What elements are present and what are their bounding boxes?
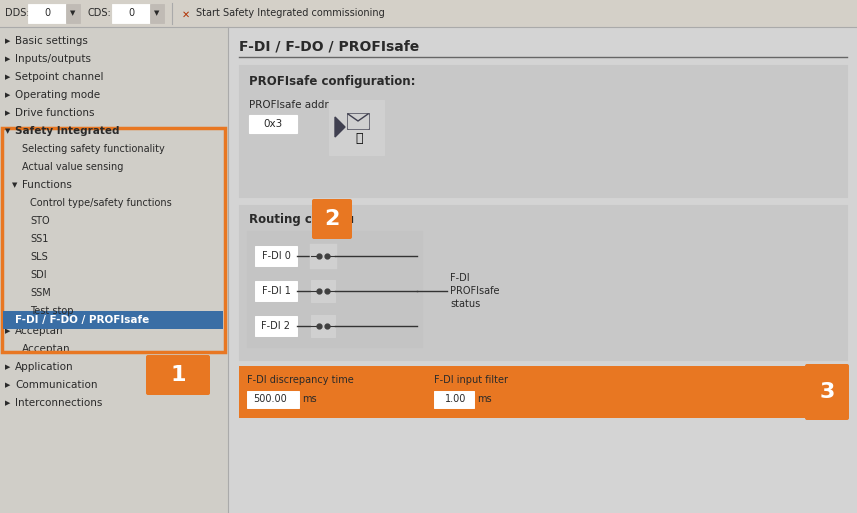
Text: Basic settings: Basic settings [15,36,88,46]
Bar [247,231,422,347]
Text: Routing configu: Routing configu [249,213,354,227]
Text: Setpoint channel: Setpoint channel [15,72,104,82]
Text: ms: ms [302,394,316,404]
Bar [66,4,80,23]
Text: 0x3: 0x3 [263,119,283,129]
Bar [239,366,807,418]
Text: Inputs/outputs: Inputs/outputs [15,54,91,64]
Text: Drive functions: Drive functions [15,108,94,118]
Text: ms: ms [477,394,492,404]
Text: SS1: SS1 [30,234,48,244]
Text: Interconnections: Interconnections [15,398,102,408]
Bar [249,115,297,133]
Text: 3: 3 [819,382,835,402]
Text: F-DI input filter: F-DI input filter [434,375,508,385]
Bar [247,391,299,408]
Text: ✕: ✕ [182,10,190,19]
Text: F-DI 1: F-DI 1 [261,286,291,296]
Bar [255,246,297,266]
Text: ▶: ▶ [5,110,10,116]
Bar [311,315,335,337]
Text: CDS:: CDS: [88,9,111,18]
Text: STO: STO [30,216,50,226]
Bar [0,0,857,27]
Text: Control type/safety functions: Control type/safety functions [30,198,171,208]
Text: DDS:: DDS: [5,9,30,18]
Text: ▼: ▼ [5,128,10,134]
Text: F-DI / F-DO / PROFIsafe: F-DI / F-DO / PROFIsafe [239,40,419,54]
Text: Start Safety Integrated commissioning: Start Safety Integrated commissioning [196,9,385,18]
Text: F-DI discrepancy time: F-DI discrepancy time [247,375,354,385]
Text: 1.00: 1.00 [445,394,466,404]
Text: ▶: ▶ [5,364,10,370]
Text: ▶: ▶ [5,74,10,80]
Polygon shape [335,117,345,137]
Text: ▶: ▶ [5,382,10,388]
Text: ▼: ▼ [70,10,75,16]
Text: Communication: Communication [15,380,98,390]
Text: F-DI 2: F-DI 2 [261,321,291,331]
Text: 500.00: 500.00 [254,394,287,404]
FancyBboxPatch shape [146,355,210,395]
Bar [239,205,847,360]
Text: Operating mode: Operating mode [15,90,100,100]
Text: SSM: SSM [30,288,51,298]
Bar [347,113,369,129]
Text: ▼: ▼ [154,10,159,16]
Bar [434,391,474,408]
Bar [311,245,335,267]
Text: 0: 0 [44,9,50,18]
Bar [255,316,297,336]
Text: 2: 2 [324,209,339,229]
Text: 1: 1 [171,365,186,385]
Bar [0,27,228,513]
Bar [112,4,150,23]
Text: ▶: ▶ [5,56,10,62]
Text: Safety Integrated: Safety Integrated [15,126,119,136]
Text: ▼: ▼ [12,182,17,188]
FancyBboxPatch shape [312,199,352,239]
Bar [255,281,297,301]
Text: PROFIsafe configuration:: PROFIsafe configuration: [249,74,416,88]
Text: 🔧: 🔧 [356,131,363,145]
Text: ▶: ▶ [5,38,10,44]
Bar [2,128,225,352]
Bar [28,4,66,23]
Text: F-DI / F-DO / PROFIsafe: F-DI / F-DO / PROFIsafe [15,315,149,325]
Text: ▶: ▶ [5,92,10,98]
Text: 0: 0 [128,9,134,18]
Text: Application: Application [15,362,74,372]
Text: F-DI 0: F-DI 0 [261,251,291,261]
Text: F-DI
PROFIsafe
status: F-DI PROFIsafe status [450,273,500,309]
Text: SDI: SDI [30,270,46,280]
Bar [3,311,223,329]
Bar [239,65,847,197]
Text: ▶: ▶ [5,400,10,406]
Text: Actual value sensing: Actual value sensing [22,162,123,172]
Text: Acceptan: Acceptan [22,344,70,354]
Text: SLS: SLS [30,252,48,262]
Text: Functions: Functions [22,180,72,190]
Text: Test stop: Test stop [30,306,74,316]
Bar [229,27,857,513]
FancyBboxPatch shape [805,364,849,420]
Bar [348,114,368,128]
Text: ▶: ▶ [5,328,10,334]
Bar [329,100,384,155]
Text: PROFIsafe address: PROFIsafe address [249,100,346,110]
Bar [311,280,335,302]
Text: Selecting safety functionality: Selecting safety functionality [22,144,165,154]
Bar [150,4,164,23]
Text: Acceptan: Acceptan [15,326,63,336]
